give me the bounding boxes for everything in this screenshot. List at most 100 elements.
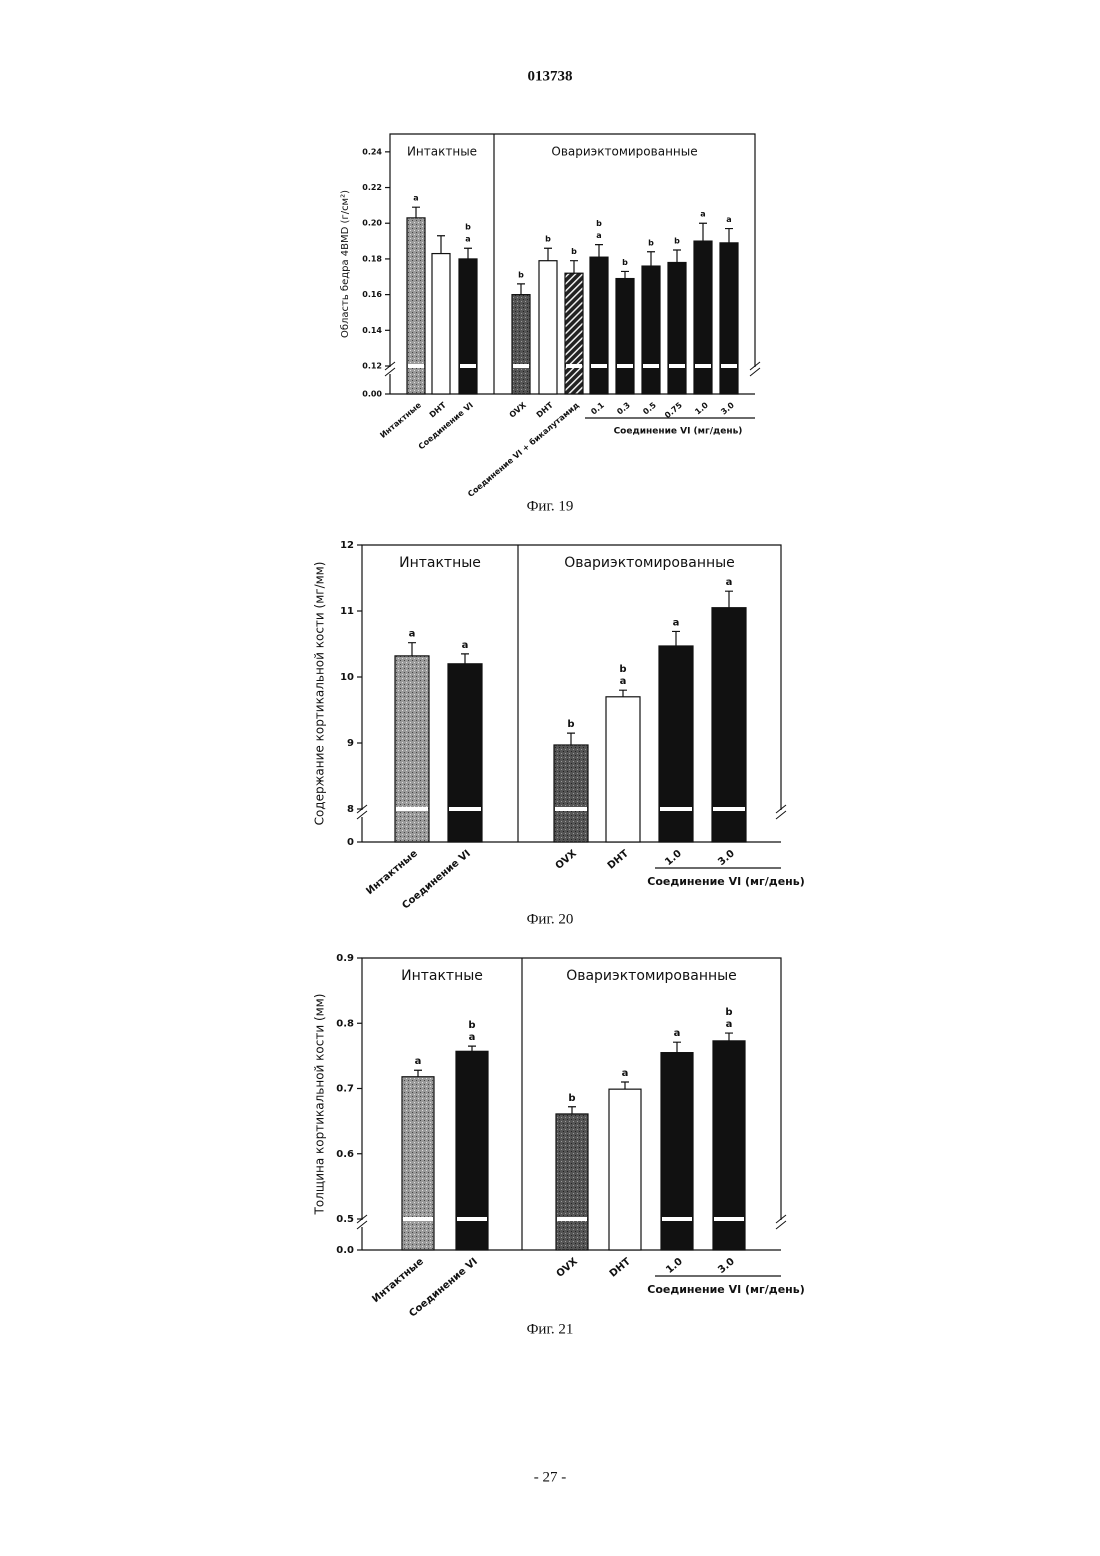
y-tick-label: 0.9	[336, 953, 354, 964]
bar	[659, 646, 693, 842]
bar	[720, 243, 738, 394]
axis-break-stripe	[660, 807, 692, 811]
axis-break-stripe	[643, 364, 659, 368]
significance-letter: b	[725, 1007, 732, 1018]
axis-break-stripe	[433, 364, 449, 368]
dose-group-label: Соединение VI (мг/день)	[614, 427, 743, 437]
bar	[668, 262, 686, 394]
significance-letter: a	[596, 231, 601, 240]
axis-break-stripe	[555, 807, 587, 811]
axis-break-stripe	[610, 1217, 640, 1221]
bar	[539, 261, 557, 394]
y-axis-label: Область бедра 4BMD (г/см²)	[340, 190, 351, 338]
significance-letter: a	[415, 1056, 422, 1067]
bar	[395, 656, 429, 842]
significance-letter: a	[413, 194, 418, 203]
y-tick-label: 0.18	[362, 254, 382, 263]
dose-group-label: Соединение VI (мг/день)	[647, 875, 805, 888]
axis-break-stripe	[460, 364, 476, 368]
y-tick-label: 0.8	[336, 1018, 354, 1029]
significance-letter: a	[674, 1028, 681, 1039]
bar	[642, 266, 660, 394]
group-label: Овариэктомированные	[566, 968, 737, 984]
significance-letter: a	[726, 215, 731, 224]
y-tick-label: 0.14	[362, 326, 382, 335]
axis-break-stripe	[457, 1217, 487, 1221]
significance-letter: a	[622, 1068, 629, 1079]
significance-letter: b	[468, 1020, 475, 1031]
bar	[432, 254, 450, 394]
significance-letter: b	[465, 223, 471, 232]
group-label: Интактные	[401, 968, 483, 984]
chart-caption: Фиг. 20	[527, 911, 574, 927]
significance-letter: b	[619, 664, 626, 675]
y-tick-label: 0.0	[336, 1245, 354, 1256]
significance-letter: a	[462, 640, 469, 651]
significance-letter: b	[648, 238, 654, 247]
y-tick-label: 0.12	[362, 362, 382, 371]
significance-letter: b	[674, 237, 680, 246]
group-label: Интактные	[399, 555, 481, 571]
axis-break-stripe	[566, 364, 582, 368]
significance-letter: a	[469, 1032, 476, 1043]
y-tick-label: 12	[340, 540, 354, 551]
y-tick-label: 0.6	[336, 1149, 354, 1160]
bar	[459, 259, 477, 394]
bar	[609, 1089, 641, 1250]
axis-break-stripe	[449, 807, 481, 811]
bar	[556, 1114, 588, 1250]
significance-letter: b	[545, 235, 551, 244]
significance-letter: b	[596, 219, 602, 228]
y-axis-label: Содержание кортикальной кости (мг/мм)	[313, 562, 327, 826]
significance-letter: a	[673, 617, 680, 628]
bar	[448, 664, 482, 842]
bar	[512, 295, 530, 394]
significance-letter: a	[409, 629, 416, 640]
significance-letter: a	[465, 235, 470, 244]
axis-break-stripe	[403, 1217, 433, 1221]
bar	[554, 745, 588, 842]
significance-letter: b	[622, 258, 628, 267]
bar	[694, 241, 712, 394]
group-label: Овариэктомированные	[551, 145, 697, 159]
axis-break-stripe	[591, 364, 607, 368]
y-tick-label: 10	[340, 672, 354, 683]
axis-break-stripe	[721, 364, 737, 368]
bar	[616, 279, 634, 394]
group-label: Овариэктомированные	[564, 555, 735, 571]
y-tick-label: 0	[347, 837, 354, 848]
significance-letter: b	[571, 247, 577, 256]
y-tick-label: 9	[347, 738, 354, 749]
significance-letter: b	[568, 1093, 575, 1104]
axis-break-stripe	[513, 364, 529, 368]
y-tick-label: 11	[340, 606, 354, 617]
page: 013738 - 27 - Фиг. 19 Область бедра 4BMD …	[0, 0, 1100, 1556]
axis-break-stripe	[695, 364, 711, 368]
bar	[565, 273, 583, 394]
y-tick-label: 0.16	[362, 290, 382, 299]
bar	[402, 1077, 434, 1250]
chart-caption: Фиг. 21	[527, 1321, 574, 1337]
axis-break-stripe	[396, 807, 428, 811]
axis-break-stripe	[669, 364, 685, 368]
significance-letter: a	[620, 676, 627, 687]
bar	[590, 257, 608, 394]
y-tick-label: 0.00	[362, 390, 382, 399]
significance-letter: b	[518, 270, 524, 279]
chart-caption: Фиг. 19	[527, 498, 574, 514]
page-number-header: 013738	[528, 68, 573, 84]
axis-break-stripe	[714, 1217, 744, 1221]
y-tick-label: 0.20	[362, 219, 382, 228]
y-tick-label: 0.7	[336, 1084, 354, 1095]
y-tick-label: 0.22	[362, 183, 382, 192]
significance-letter: a	[726, 577, 733, 588]
y-tick-label: 0.24	[362, 147, 382, 156]
axis-break-stripe	[607, 807, 639, 811]
significance-letter: a	[700, 210, 705, 219]
significance-letter: b	[567, 719, 574, 730]
bar	[606, 697, 640, 842]
y-axis-label: Толщина кортикальной кости (мм)	[313, 994, 327, 1216]
page-footer: - 27 -	[534, 1469, 567, 1485]
axis-break-stripe	[540, 364, 556, 368]
y-tick-label: 0.5	[336, 1214, 354, 1225]
